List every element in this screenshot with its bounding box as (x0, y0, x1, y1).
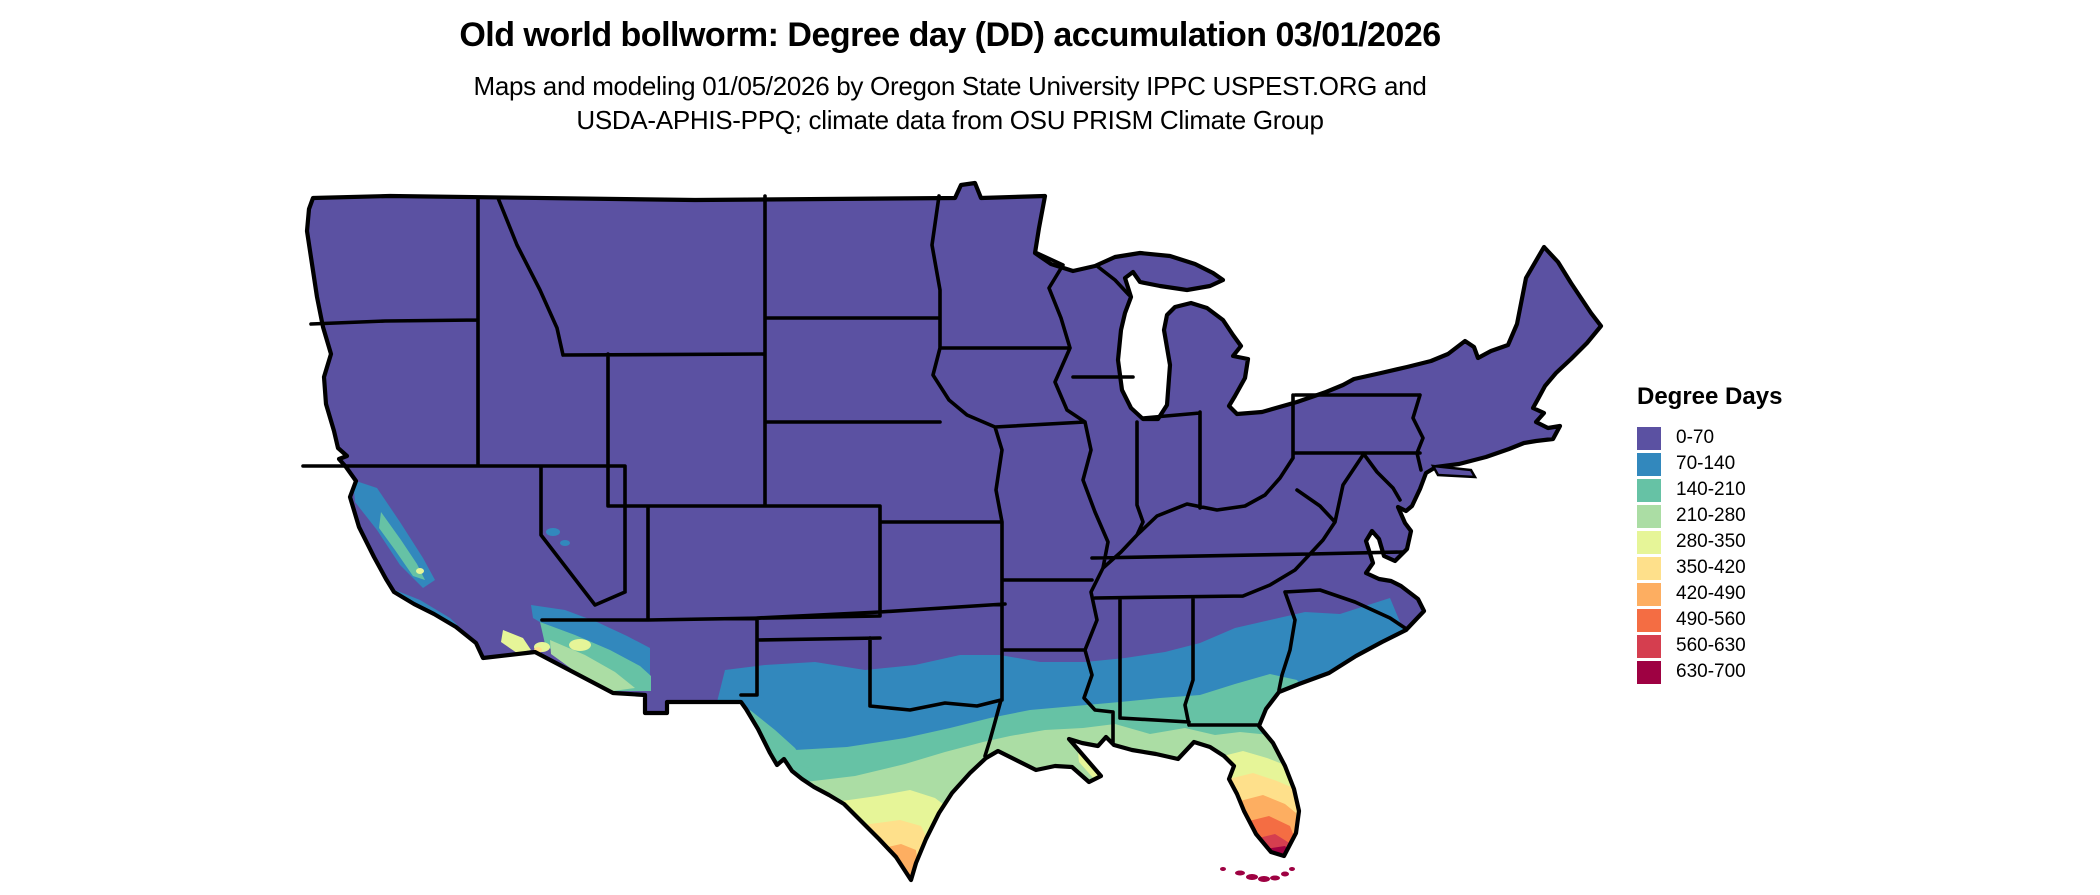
map-fill-layers (307, 183, 1601, 880)
legend-swatch (1637, 660, 1661, 684)
legend-swatch (1637, 426, 1661, 450)
band-yg-socal-speck (458, 639, 468, 645)
legend-item: 560-630 (1637, 633, 1782, 659)
subtitle-line-2: USDA-APHIS-PPQ; climate data from OSU PR… (576, 105, 1324, 135)
page-title: Old world bollworm: Degree day (DD) accu… (459, 16, 1441, 54)
legend-title: Degree Days (1637, 383, 1783, 410)
legend-label: 70-140 (1676, 453, 1736, 474)
subtitle-line-1: Maps and modeling 01/05/2026 by Oregon S… (473, 71, 1427, 101)
legend-item: 0-70 (1637, 425, 1782, 451)
legend-items: 0-70 70-140 140-210 210-280 280-350 350-420 42… (1637, 425, 1782, 685)
legend-swatch (1637, 608, 1661, 632)
legend-label: 560-630 (1676, 635, 1746, 656)
legend-swatch (1637, 582, 1661, 606)
band-teal-valley (379, 512, 425, 580)
legend-label: 420-490 (1676, 583, 1746, 604)
legend-label: 280-350 (1676, 531, 1746, 552)
legend-swatch (1637, 634, 1661, 658)
us-degree-day-map (295, 150, 1610, 890)
band-teal-arizona (540, 622, 651, 691)
legend-swatch (1637, 530, 1661, 554)
legend-item: 140-210 (1637, 477, 1782, 503)
state-borders (301, 194, 1425, 758)
long-island (1430, 464, 1478, 479)
band-blue-nevada (546, 528, 560, 536)
legend-item: 630-700 (1637, 659, 1782, 685)
band-green-arizona (550, 640, 635, 691)
legend-label: 0-70 (1676, 427, 1715, 448)
legend-item: 210-280 (1637, 503, 1782, 529)
legend-label: 490-560 (1676, 609, 1746, 630)
page-subtitle: Maps and modeling 01/05/2026 by Oregon S… (0, 69, 1900, 137)
band-teal-west-texas (750, 710, 809, 768)
legend-item: 350-420 (1637, 555, 1782, 581)
legend-swatch (1637, 452, 1661, 476)
conus-outline (304, 180, 1604, 883)
legend: Degree Days 0-70 70-140 140-210 210-280 280-… (1637, 383, 1782, 685)
header: Old world bollworm: Degree day (DD) accu… (0, 16, 1900, 137)
legend-item: 490-560 (1637, 607, 1782, 633)
band-blue-nevada-2 (560, 540, 570, 546)
band-blue-west-texas (725, 678, 817, 756)
legend-swatch (1637, 556, 1661, 580)
band-yg-imperial (501, 630, 531, 653)
legend-item: 280-350 (1637, 529, 1782, 555)
legend-item: 70-140 (1637, 451, 1782, 477)
map-svg (301, 180, 1604, 883)
band-yg-valley-speck (416, 568, 424, 574)
band-yg-phoenix (569, 639, 591, 651)
legend-swatch (1637, 504, 1661, 528)
legend-label: 210-280 (1676, 505, 1746, 526)
florida-keys (1220, 867, 1295, 882)
legend-label: 350-420 (1676, 557, 1746, 578)
legend-label: 140-210 (1676, 479, 1746, 500)
legend-swatch (1637, 478, 1661, 502)
legend-item: 420-490 (1637, 581, 1782, 607)
legend-label: 630-700 (1676, 661, 1746, 682)
